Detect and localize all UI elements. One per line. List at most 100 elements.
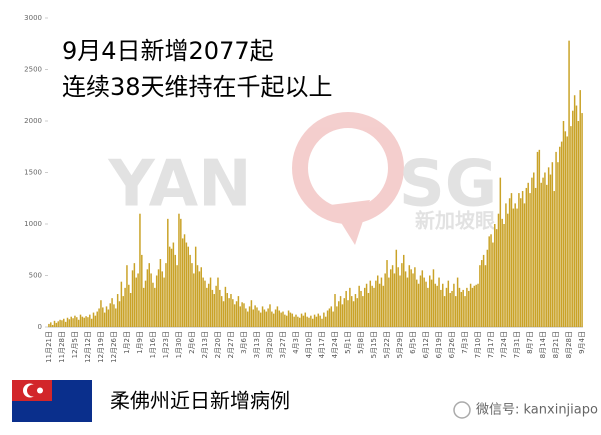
x-tick-label: 3月20日 [266, 331, 274, 358]
bar [315, 316, 318, 327]
bar [193, 273, 195, 327]
bar [365, 283, 368, 327]
caption: 柔佛州近日新增病例 [110, 389, 290, 413]
x-tick-label: 3月27日 [279, 331, 287, 358]
bar [328, 308, 331, 327]
bar [213, 294, 216, 327]
bar [323, 312, 325, 327]
x-tick-label: 1月23日 [162, 331, 170, 358]
x-tick-label: 3月6日 [240, 331, 248, 354]
x-tick-label: 7月10日 [474, 331, 482, 358]
bar [81, 316, 84, 327]
bar [172, 242, 175, 327]
bar [135, 277, 137, 327]
bar [154, 287, 156, 327]
bar [105, 306, 108, 327]
bar [423, 277, 425, 327]
x-tick-label: 3月13日 [253, 331, 261, 358]
bar [189, 254, 191, 327]
bar [254, 305, 256, 327]
bar [382, 285, 385, 327]
bar [453, 283, 455, 327]
bar [89, 314, 91, 327]
x-tick-label: 9月4日 [578, 331, 586, 354]
bar [337, 301, 340, 327]
bar [449, 293, 451, 327]
bar [324, 316, 327, 327]
bar [533, 172, 535, 327]
bar [468, 290, 470, 327]
bar [352, 301, 355, 327]
bar [146, 269, 149, 327]
x-tick-label: 5月22日 [383, 331, 391, 358]
x-tick-label: 2月13日 [201, 331, 209, 358]
bar [250, 300, 253, 327]
bar [525, 187, 528, 327]
bar [87, 317, 89, 327]
bar [85, 316, 87, 327]
bar [53, 320, 56, 327]
bar [362, 296, 364, 327]
bar [76, 317, 78, 327]
x-tick-label: 1月9日 [136, 331, 144, 354]
bar [280, 312, 282, 327]
bar [94, 315, 97, 327]
bar [152, 282, 154, 327]
bar [326, 310, 329, 327]
bar [287, 310, 290, 327]
bar [334, 294, 336, 327]
bar [393, 273, 396, 327]
bar [142, 287, 145, 327]
bar [198, 271, 201, 327]
wechat-id: 微信号: kanxinjiapo [476, 403, 598, 418]
bar [367, 293, 370, 327]
bar [336, 306, 338, 327]
bar [159, 259, 162, 327]
bar [484, 265, 487, 327]
x-tick-label: 4月10日 [305, 331, 313, 358]
bar [542, 177, 544, 327]
title-line: 连续38天维持在千起以上 [62, 73, 333, 101]
bar [536, 151, 539, 327]
x-tick-label: 5月29日 [396, 331, 404, 358]
bar [473, 285, 476, 327]
bar [48, 323, 50, 327]
x-tick-label: 7月24日 [500, 331, 508, 358]
bar [581, 113, 583, 327]
x-tick-label: 5月1日 [344, 331, 352, 354]
bar [386, 260, 388, 327]
bar [228, 298, 230, 327]
bar [92, 312, 95, 327]
bar [514, 203, 516, 327]
bar [414, 267, 416, 327]
x-tick-label: 1月16日 [149, 331, 157, 358]
bar [557, 162, 559, 327]
bar [252, 309, 255, 327]
bar [271, 311, 273, 327]
bar [298, 317, 301, 327]
y-tick-label: 1000 [24, 220, 42, 228]
bar [529, 193, 531, 327]
watermark-left: YAN [107, 148, 251, 222]
bar [339, 296, 342, 327]
bar [219, 289, 221, 327]
bar [128, 284, 130, 327]
bar [388, 277, 390, 327]
bar [183, 234, 186, 327]
bar [363, 287, 366, 327]
bar [544, 172, 546, 327]
bar [246, 311, 249, 327]
bar [516, 208, 518, 327]
bar [350, 296, 353, 327]
bar [555, 151, 557, 327]
bar [72, 318, 74, 327]
x-tick-label: 6月12日 [422, 331, 430, 358]
bar [494, 224, 496, 327]
x-tick-label: 5月8日 [357, 331, 365, 354]
bar [499, 177, 502, 327]
bar [546, 184, 548, 327]
bar [276, 306, 279, 327]
bar [564, 131, 567, 327]
bar [285, 315, 288, 327]
bar [237, 296, 240, 327]
